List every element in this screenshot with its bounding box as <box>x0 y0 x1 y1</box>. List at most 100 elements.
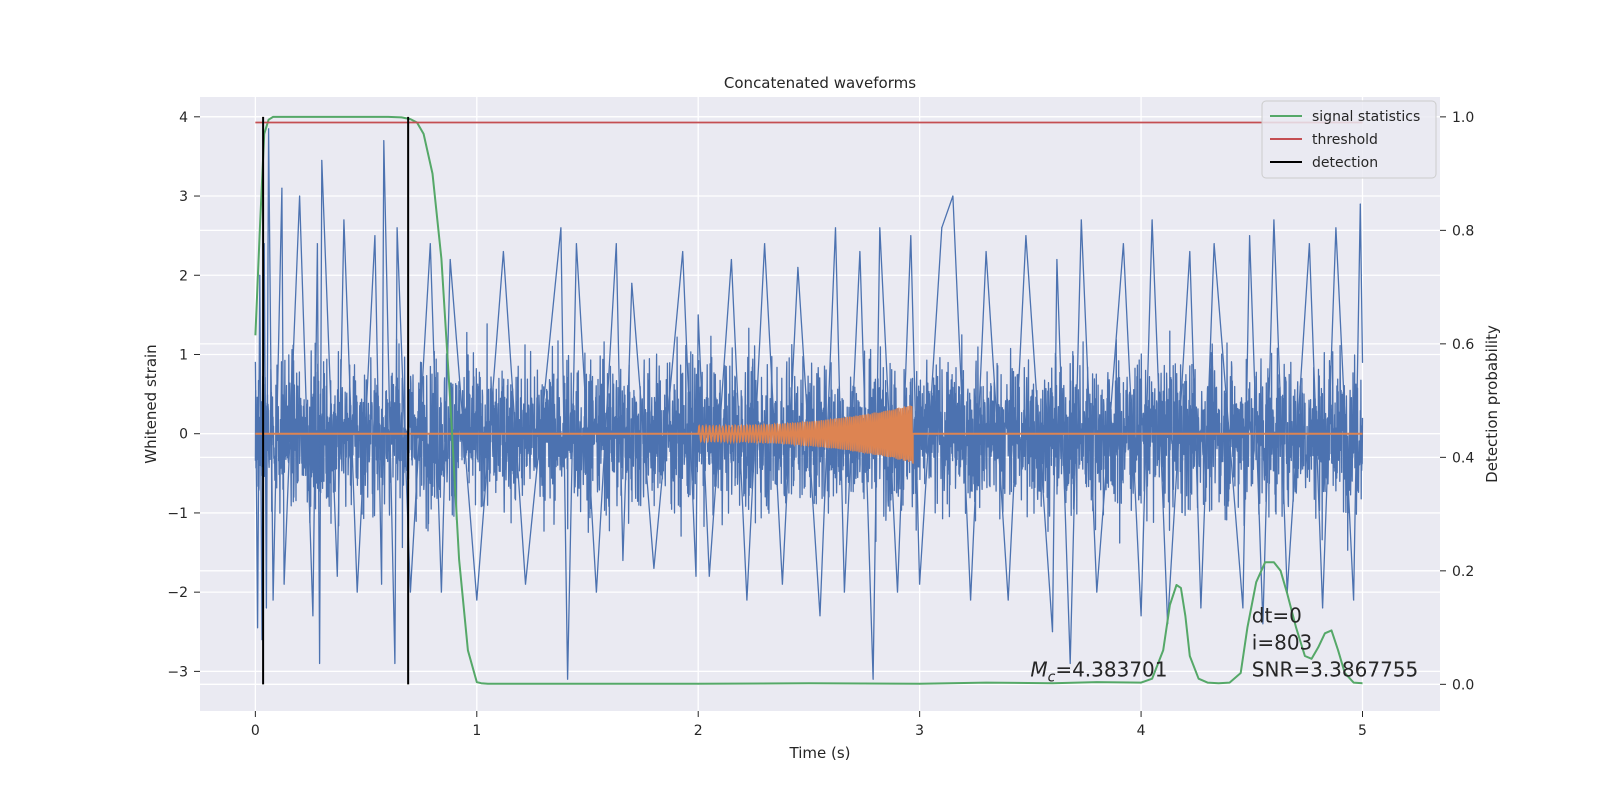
noise-peak-point <box>1189 250 1191 253</box>
noise-peak-point <box>272 599 274 601</box>
legend-label: detection <box>1312 155 1378 171</box>
noise-peak-point <box>449 258 451 261</box>
y-axis-label-right: Detection probability <box>1483 325 1501 483</box>
chart-title: Concatenated waveforms <box>724 74 916 92</box>
noise-peak-point <box>566 678 569 680</box>
noise-peak-point <box>969 599 972 601</box>
noise-peak-point <box>781 583 783 585</box>
x-tick-label: 1 <box>472 723 481 739</box>
noise-peak-point <box>283 583 285 585</box>
noise-peak-point <box>1007 599 1009 601</box>
noise-peak-point <box>595 591 597 593</box>
noise-peak-point <box>374 235 376 237</box>
noise-peak-point <box>682 250 684 253</box>
x-tick-label: 2 <box>694 723 703 739</box>
noise-peak-point <box>622 559 624 562</box>
noise-peak-point <box>343 219 345 221</box>
noise-peak-point <box>764 242 766 245</box>
mc-value: =4.383701 <box>1055 658 1167 682</box>
legend: signal statistics threshold detection <box>1261 100 1437 179</box>
legend-label: signal statistics <box>1312 109 1420 125</box>
noise-peak-point <box>259 274 261 276</box>
noise-peak-point <box>1213 242 1215 245</box>
noise-peak-point <box>476 599 478 601</box>
noise-peak-point <box>1361 361 1364 364</box>
noise-peak-point <box>356 591 358 593</box>
x-tick-label: 5 <box>1358 723 1367 739</box>
noise-peak-point <box>299 195 301 197</box>
y-right-tick-label: 1.0 <box>1452 110 1474 126</box>
noise-peak-point <box>952 195 954 197</box>
noise-peak-point <box>265 607 268 609</box>
noise-peak-point <box>896 591 899 593</box>
noise-peak-point <box>321 159 323 161</box>
noise-peak-point <box>1122 242 1124 245</box>
annotations: Mc=4.383701 dt=0 i=803 SNR=3.3867755 <box>1030 604 1418 686</box>
noise-peak-point <box>843 591 845 593</box>
noise-peak-point <box>879 227 881 229</box>
noise-peak-point <box>1248 235 1251 237</box>
noise-peak-point <box>941 227 943 229</box>
y-tick-label: 2 <box>179 268 188 284</box>
series-signal-statistics <box>254 115 1363 685</box>
x-tick-label: 4 <box>1137 723 1146 739</box>
y-tick-label: 0 <box>179 427 188 443</box>
noise-peak-point <box>615 242 617 245</box>
noise-peak-point <box>1069 662 1071 665</box>
noise-peak-point <box>502 250 504 253</box>
noise-peak-point <box>1262 623 1264 625</box>
y-right-tick-label: 0.4 <box>1452 450 1474 466</box>
noise-peak-point <box>1025 235 1027 237</box>
mc-annotation: Mc=4.383701 <box>1030 658 1167 686</box>
noise-peak-point <box>819 615 821 617</box>
noise-peak-point <box>560 227 562 229</box>
noise-peak-point <box>429 242 431 245</box>
dt-annotation: dt=0 <box>1252 604 1302 628</box>
noise-peak-point <box>1359 203 1361 205</box>
noise-peak-point <box>1308 242 1310 245</box>
noise-peak-point <box>1140 615 1142 617</box>
y-tick-label: 3 <box>179 189 188 205</box>
noise-peak-point <box>730 258 733 261</box>
y-tick-label: −3 <box>167 664 188 680</box>
noise-peak-point <box>872 678 874 680</box>
noise-peak-point <box>1273 219 1275 221</box>
noise-peak-point <box>910 235 912 237</box>
y-tick-label: −2 <box>167 585 188 601</box>
noise-peak-point <box>1353 599 1355 601</box>
noise-peak-point <box>797 266 799 268</box>
y-right-tick-label: 0.0 <box>1452 677 1474 693</box>
noise-peak-point <box>394 662 396 665</box>
noise-peak-point <box>834 227 837 229</box>
noise-peak-point <box>256 627 259 629</box>
noise-peak-point <box>746 599 748 601</box>
x-tick-label: 3 <box>915 723 924 739</box>
noise-peak-point <box>1242 607 1244 609</box>
noise-peak-point <box>919 583 921 585</box>
noise-peak-point <box>524 583 527 585</box>
noise-peak-point <box>268 128 270 130</box>
noise-peak-point <box>281 187 283 189</box>
noise-peak-point <box>380 583 383 585</box>
noise-peak-point <box>697 314 699 316</box>
axes: 0 1 2 3 4 5 −3 −2 −1 0 1 2 3 4 0.0 0.2 0.4 0.6 0.8 1.0 <box>167 110 1474 739</box>
noise-peak-point <box>708 575 710 577</box>
legend-label: threshold <box>1312 132 1378 148</box>
y-right-tick-label: 0.8 <box>1452 223 1474 239</box>
noise-peak-point <box>1096 591 1098 593</box>
noise-peak-point <box>575 242 578 245</box>
y-tick-label: −1 <box>167 506 188 522</box>
noise-peak-point <box>1080 219 1082 221</box>
noise-peak-point <box>312 615 314 617</box>
noise-peak-point <box>631 282 633 284</box>
mc-subscript: c <box>1048 670 1056 686</box>
noise-peak-point <box>653 567 655 569</box>
y-axis-label-left: Whitened strain <box>142 344 160 463</box>
chirp-trace <box>697 405 914 464</box>
noise-peak-point <box>440 591 442 593</box>
mc-symbol: M <box>1030 658 1047 682</box>
snr-annotation: SNR=3.3867755 <box>1252 658 1418 682</box>
noise-peak-point <box>409 591 411 593</box>
noise-peak-point <box>1335 227 1337 229</box>
